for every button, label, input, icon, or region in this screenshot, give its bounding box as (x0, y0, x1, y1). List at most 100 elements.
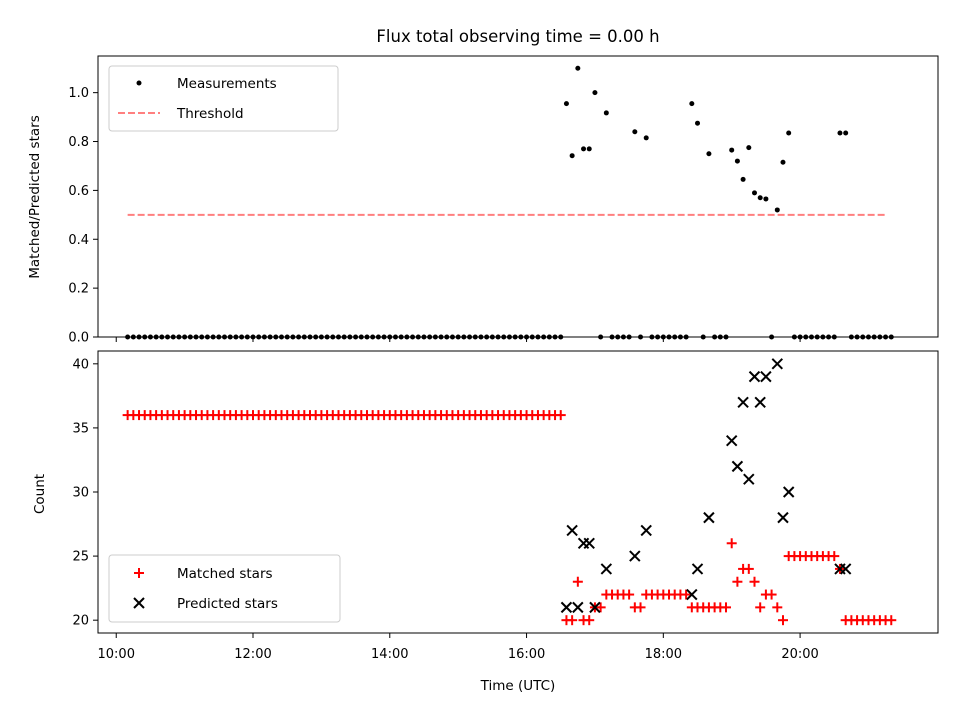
x-tick-label: 12:00 (234, 647, 271, 662)
matched-star-point (886, 615, 897, 626)
bottom-plot-marks (122, 358, 897, 626)
measurement-point (843, 130, 849, 136)
measurement-point (563, 101, 569, 107)
predicted-star-point (589, 601, 601, 614)
legend-x-glyph-b (133, 597, 145, 609)
predicted-star-point (691, 563, 704, 575)
legend-predicted-label: Predicted stars (177, 596, 278, 612)
matched-star-point (772, 602, 783, 613)
measurement-point (569, 153, 575, 159)
measurement-point (592, 90, 598, 96)
predicted-star-point (754, 396, 766, 408)
measurement-point (837, 130, 843, 136)
bottom-axis-ticks: 20 25 30 35 40 10:00 12:00 14:00 16:00 18:00 20:00 (72, 357, 818, 662)
legend-predicted-marker (133, 597, 145, 609)
matched-star-point (749, 576, 760, 587)
measurement-point (729, 147, 735, 153)
top-y-tick-label: 1.0 (68, 86, 89, 101)
top-y-axis-label: Matched/Predicted stars (27, 115, 43, 278)
predicted-star-point (748, 370, 761, 383)
x-tick-label: 16:00 (508, 647, 545, 662)
predicted-star-point (731, 460, 744, 473)
top-axes-frame (97, 55, 939, 338)
legend-measurements-label: Measurements (177, 76, 277, 92)
predicted-star-point-b (771, 358, 784, 370)
predicted-star-point (743, 473, 755, 485)
predicted-star-point (771, 358, 784, 370)
predicted-star-point-b (600, 563, 613, 575)
predicted-star-point (560, 601, 573, 614)
x-tick-label: 10:00 (98, 647, 135, 662)
top-y-tick-label: 0.4 (68, 233, 89, 248)
predicted-star-point-b (743, 473, 755, 485)
matched-star-point (635, 602, 646, 613)
legend-threshold-label: Threshold (176, 106, 244, 122)
matched-star-point (755, 602, 766, 613)
predicted-star-point (725, 435, 738, 447)
bottom-y-tick-label: 40 (72, 357, 89, 372)
predicted-star-point-b (760, 370, 772, 383)
matched-star-point (726, 538, 737, 549)
legend-plus-glyph (134, 568, 144, 578)
predicted-star-point (703, 511, 715, 524)
matched-star-point (624, 589, 635, 600)
predicted-star-point (640, 524, 652, 537)
predicted-star-point-b (640, 524, 652, 537)
matched-star-point (555, 410, 566, 421)
predicted-star-point-b (583, 537, 595, 549)
measurement-point (786, 130, 792, 136)
predicted-star-point-b (737, 396, 749, 408)
predicted-star-point-b (839, 563, 852, 575)
measurement-point (780, 159, 786, 165)
matched-star-point (766, 589, 777, 600)
measurement-point (763, 196, 769, 202)
bottom-y-tick-label: 25 (72, 550, 89, 565)
predicted-star-point-b (754, 396, 766, 408)
predicted-star-point-b (686, 588, 698, 601)
bottom-legend-box (108, 554, 341, 623)
measurement-point (603, 110, 609, 116)
predicted-star-point (600, 563, 613, 575)
matched-star-point (721, 602, 732, 613)
top-legend-box (108, 65, 339, 132)
measurement-point (734, 158, 740, 164)
bottom-legend: Matched stars Predicted stars (108, 554, 341, 623)
predicted-star-point (737, 396, 749, 408)
measurement-point (586, 146, 592, 152)
bottom-y-tick-label: 30 (72, 486, 89, 501)
top-y-tick-label: 0.6 (68, 184, 89, 199)
predicted-star-point (777, 511, 789, 524)
chart-title: Flux total observing time = 0.00 h (376, 27, 659, 46)
predicted-star-point-b (589, 601, 601, 614)
predicted-star-point-b (629, 550, 641, 562)
predicted-star-point (572, 601, 584, 614)
legend-matched-label: Matched stars (177, 566, 273, 582)
predicted-star-point-b (731, 460, 744, 473)
bottom-y-axis-label: Count (32, 474, 48, 514)
matched-star-point (777, 615, 788, 626)
top-y-tick-label: 0.8 (68, 135, 89, 150)
predicted-star-point-b (703, 511, 715, 524)
predicted-star-point (782, 486, 795, 498)
predicted-star-point (760, 370, 772, 383)
x-tick-label: 20:00 (781, 647, 818, 662)
predicted-star-point-b (560, 601, 573, 614)
measurement-point (689, 101, 695, 107)
measurement-point (746, 145, 752, 151)
top-axis-ticks: 0.0 0.2 0.4 0.6 0.8 1.0 (68, 86, 801, 346)
measurement-point (695, 120, 701, 126)
top-y-tick-label: 0.0 (68, 331, 89, 346)
predicted-star-point-b (777, 511, 789, 524)
predicted-star-point-b (691, 563, 704, 575)
predicted-star-point-b (782, 486, 795, 498)
bottom-y-tick-label: 20 (72, 614, 89, 629)
matched-star-point (572, 576, 583, 587)
matched-star-point (743, 563, 754, 574)
predicted-star-point (583, 537, 595, 549)
predicted-star-point-b (725, 435, 738, 447)
matched-star-point (829, 551, 840, 562)
top-legend: Measurements Threshold (108, 65, 339, 132)
measurement-point (706, 151, 712, 157)
matched-star-point (681, 589, 692, 600)
